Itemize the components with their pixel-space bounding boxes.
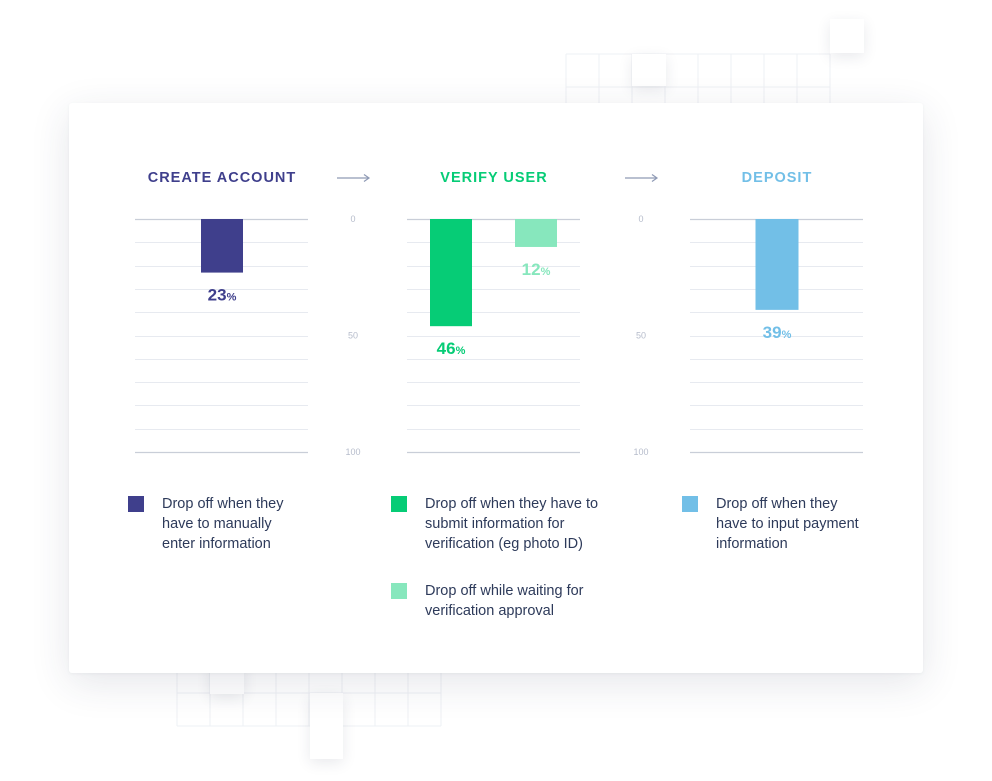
y-tick-label: 100 (345, 447, 360, 457)
legend-swatch (391, 496, 407, 512)
bar (755, 219, 799, 310)
y-tick-label: 0 (638, 214, 643, 224)
legend-swatch (682, 496, 698, 512)
background-tile (830, 19, 864, 53)
legend-label: Drop off while waiting for verification … (425, 583, 584, 619)
y-tick-label: 50 (348, 331, 358, 341)
legend-deposit: Drop off when they have to input payment… (682, 494, 867, 554)
arrow-right-icon (337, 174, 371, 182)
bar (430, 219, 472, 327)
legend-label: Drop off when they have to input payment… (716, 496, 859, 552)
stage-title-deposit: DEPOSIT (741, 170, 813, 186)
bar-value-label: 23% (208, 286, 237, 305)
stage-title-verify-user: VERIFY USER (440, 170, 548, 186)
legend-create-account: Drop off when they have to manually ente… (128, 494, 308, 554)
legend-label: Drop off when they have to manually ente… (162, 496, 284, 552)
y-tick-label: 50 (636, 331, 646, 341)
background-tile (632, 54, 666, 86)
legend-verify-waiting: Drop off while waiting for verification … (391, 581, 606, 621)
legend-verify-submit: Drop off when they have to submit inform… (391, 494, 606, 554)
arrow-right-icon (625, 174, 659, 182)
background-tile (310, 693, 343, 759)
funnel-card (69, 103, 923, 673)
bar (515, 219, 557, 247)
y-tick-label: 0 (350, 214, 355, 224)
bar (201, 219, 243, 273)
stage-title-create-account: CREATE ACCOUNT (147, 170, 297, 186)
legend-swatch (128, 496, 144, 512)
legend-swatch (391, 583, 407, 599)
y-tick-label: 100 (633, 447, 648, 457)
bar-value-label: 12% (522, 260, 551, 279)
bar-value-label: 46% (437, 339, 466, 358)
legend-label: Drop off when they have to submit inform… (425, 496, 599, 552)
bar-value-label: 39% (763, 323, 792, 342)
